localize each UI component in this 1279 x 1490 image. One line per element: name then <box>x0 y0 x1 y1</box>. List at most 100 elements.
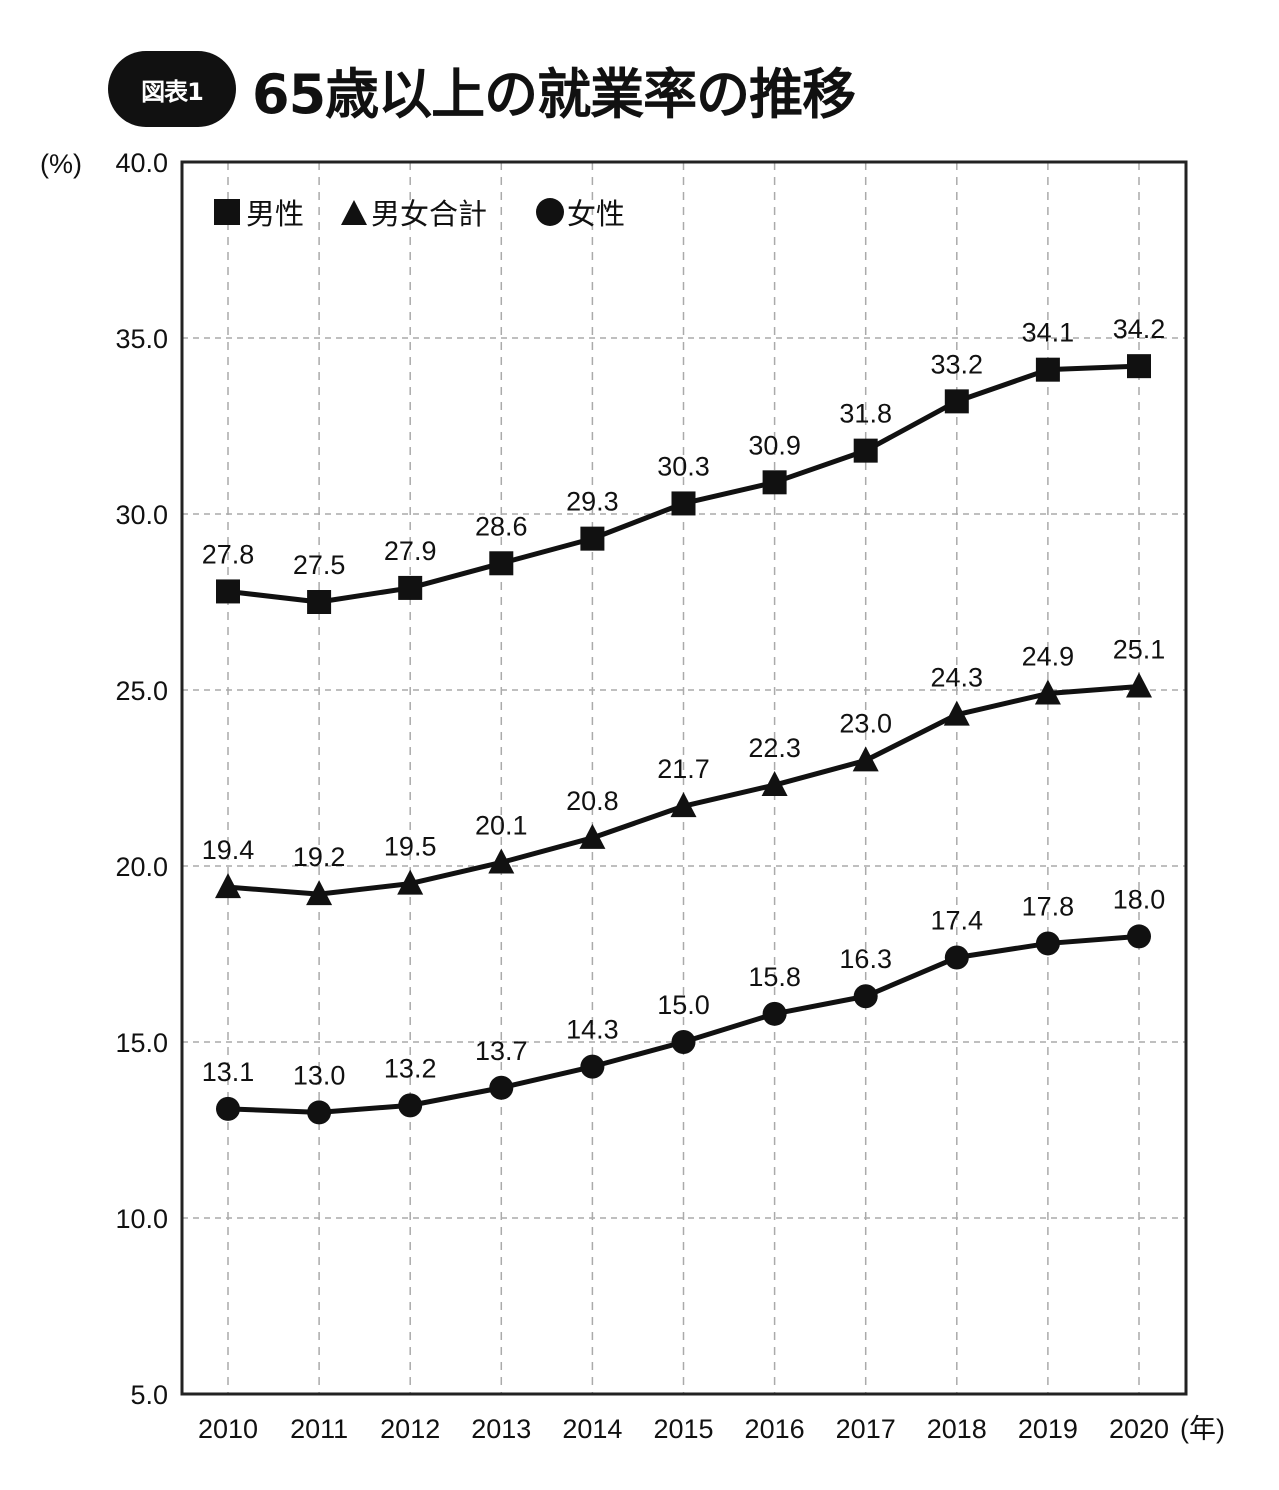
data-label: 22.3 <box>748 733 801 763</box>
plot-frame <box>180 160 1188 1396</box>
legend-label-male: 男性 <box>246 197 304 231</box>
circle-marker-icon <box>398 1093 423 1118</box>
data-label: 27.9 <box>384 536 437 566</box>
legend-triangle-icon <box>341 200 367 225</box>
x-tick-label: 2016 <box>745 1414 805 1444</box>
figure-badge: 図表1 <box>108 51 236 127</box>
data-label: 24.9 <box>1022 642 1075 672</box>
data-label: 21.7 <box>657 754 710 784</box>
data-label: 13.0 <box>293 1060 346 1090</box>
series-circle: 13.1 13.0 13.2 13.7 14.3 15.0 15.8 16.3 17.4 17.8… <box>202 884 1166 1125</box>
circle-marker-icon <box>853 984 878 1009</box>
circle-marker-icon <box>762 1001 787 1026</box>
data-label: 34.2 <box>1113 314 1166 344</box>
data-label: 13.2 <box>384 1053 437 1083</box>
data-label: 19.2 <box>293 842 346 872</box>
x-tick-label: 2010 <box>198 1414 258 1444</box>
x-tick-label: 2013 <box>471 1414 531 1444</box>
y-axis-ticks: 5.0 10.0 15.0 20.0 25.0 30.0 35.0 40.0 <box>115 148 168 1410</box>
triangle-marker-icon <box>215 873 241 899</box>
data-label: 24.3 <box>931 663 984 693</box>
square-marker-icon <box>398 575 423 600</box>
data-label: 28.6 <box>475 511 528 541</box>
triangle-marker-icon <box>579 823 606 849</box>
triangle-marker-icon <box>761 771 788 797</box>
circle-marker-icon <box>216 1096 240 1121</box>
circle-marker-icon <box>489 1075 514 1100</box>
data-label: 15.0 <box>657 990 710 1020</box>
data-label: 14.3 <box>566 1015 619 1045</box>
data-label: 17.8 <box>1022 891 1075 921</box>
y-tick-label: 35.0 <box>115 324 168 354</box>
data-label: 18.0 <box>1113 884 1166 914</box>
data-label: 20.1 <box>475 810 528 840</box>
chart-header: 図表1 65歳以上の就業率の推移 <box>108 50 856 128</box>
square-marker-icon <box>580 526 605 551</box>
x-tick-label: 2015 <box>653 1414 713 1444</box>
circle-marker-icon <box>307 1100 332 1125</box>
x-axis-ticks: 2010 2011 2012 2013 2014 2015 2016 2017 2018 2019… <box>198 1414 1169 1444</box>
x-tick-label: 2018 <box>927 1414 987 1444</box>
x-tick-label: 2020 <box>1109 1414 1169 1444</box>
triangle-marker-icon <box>1034 679 1061 705</box>
square-marker-icon <box>853 438 878 463</box>
y-axis-unit: (%) <box>40 149 82 179</box>
x-tick-label: 2019 <box>1018 1414 1078 1444</box>
y-tick-label: 25.0 <box>115 676 168 706</box>
square-marker-icon <box>944 389 969 414</box>
y-tick-label: 15.0 <box>115 1028 168 1058</box>
legend-label-female: 女性 <box>567 197 625 231</box>
legend: 男性 男女合計 女性 <box>214 197 625 231</box>
square-marker-icon <box>216 579 240 604</box>
square-marker-icon <box>671 491 696 516</box>
data-label: 27.5 <box>293 550 346 580</box>
data-label: 20.8 <box>566 786 619 816</box>
data-label: 34.1 <box>1022 318 1075 348</box>
triangle-marker-icon <box>488 848 515 874</box>
data-label: 29.3 <box>566 487 619 517</box>
series-square: 27.8 27.5 27.9 28.6 29.3 30.3 30.9 31.8 33.2 34.1… <box>202 314 1166 614</box>
circle-marker-icon <box>580 1054 605 1079</box>
x-tick-label: 2017 <box>836 1414 896 1444</box>
circle-marker-icon <box>671 1030 696 1054</box>
x-tick-label: 2012 <box>380 1414 440 1444</box>
data-label: 30.9 <box>748 430 801 460</box>
x-axis-unit: (年) <box>1180 1414 1225 1444</box>
circle-marker-icon <box>1127 924 1151 949</box>
y-tick-label: 40.0 <box>115 148 168 178</box>
triangle-marker-icon <box>306 880 333 906</box>
grid-lines <box>182 162 1186 1394</box>
data-label: 19.4 <box>202 835 255 865</box>
square-marker-icon <box>489 551 514 576</box>
legend-square-icon <box>214 199 240 225</box>
triangle-marker-icon <box>943 700 970 726</box>
data-label: 31.8 <box>839 399 892 429</box>
circle-marker-icon <box>1035 931 1060 956</box>
data-label: 16.3 <box>839 944 892 974</box>
data-label: 19.5 <box>384 832 437 862</box>
legend-label-total: 男女合計 <box>371 197 487 231</box>
triangle-marker-icon <box>1126 672 1152 698</box>
square-marker-icon <box>1127 354 1151 379</box>
data-label: 33.2 <box>931 349 984 379</box>
data-label: 23.0 <box>839 708 892 738</box>
x-tick-label: 2014 <box>562 1414 622 1444</box>
triangle-marker-icon <box>397 869 424 895</box>
data-label: 27.8 <box>202 539 255 569</box>
square-marker-icon <box>762 470 787 495</box>
y-tick-label: 5.0 <box>130 1380 168 1410</box>
y-tick-label: 30.0 <box>115 500 168 530</box>
x-tick-label: 2011 <box>290 1414 348 1444</box>
series-triangle: 19.4 19.2 19.5 20.1 20.8 21.7 22.3 23.0 24.3 24.9… <box>202 634 1165 906</box>
legend-circle-icon <box>536 198 564 226</box>
y-tick-label: 20.0 <box>115 852 168 882</box>
triangle-marker-icon <box>852 746 879 772</box>
data-label: 13.1 <box>202 1057 255 1087</box>
chart-title: 65歳以上の就業率の推移 <box>252 62 856 126</box>
data-label: 13.7 <box>475 1036 528 1066</box>
triangle-marker-icon <box>670 792 697 818</box>
square-marker-icon <box>307 590 332 614</box>
data-label: 30.3 <box>657 451 710 481</box>
y-tick-label: 10.0 <box>115 1204 168 1234</box>
